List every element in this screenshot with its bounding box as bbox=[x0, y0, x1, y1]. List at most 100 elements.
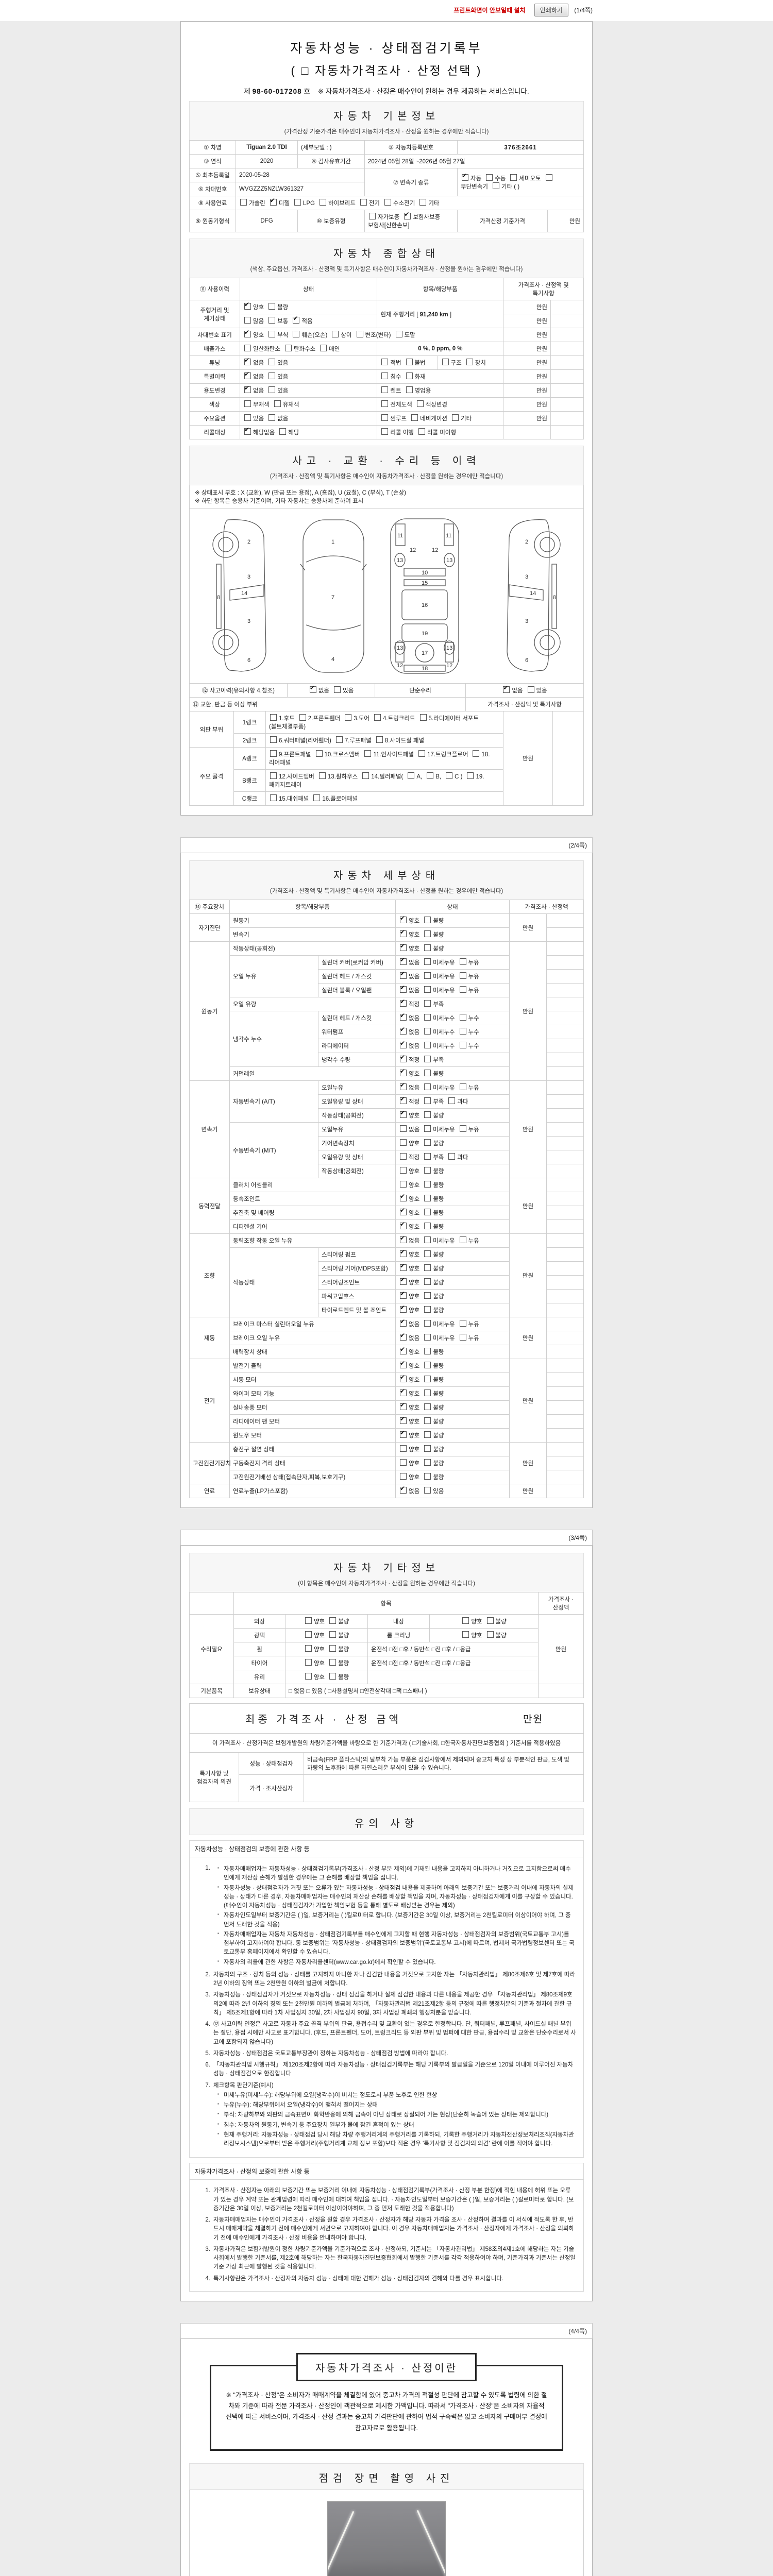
checkbox[interactable] bbox=[424, 1362, 431, 1368]
checkbox[interactable] bbox=[400, 1276, 407, 1285]
checkbox[interactable] bbox=[335, 736, 343, 743]
checkbox[interactable] bbox=[462, 1631, 469, 1638]
checkbox[interactable] bbox=[424, 1223, 431, 1229]
checkbox[interactable] bbox=[503, 684, 510, 693]
checkbox[interactable] bbox=[279, 428, 287, 435]
checkbox[interactable] bbox=[244, 370, 251, 379]
checkbox[interactable] bbox=[400, 1067, 407, 1076]
checkbox[interactable] bbox=[376, 736, 383, 743]
checkbox[interactable] bbox=[400, 1445, 407, 1452]
checkbox[interactable] bbox=[309, 684, 316, 693]
checkbox[interactable] bbox=[452, 414, 459, 421]
checkbox[interactable] bbox=[400, 1139, 407, 1146]
checkbox[interactable] bbox=[381, 386, 389, 393]
checkbox[interactable] bbox=[400, 1040, 407, 1048]
checkbox[interactable] bbox=[270, 197, 277, 206]
checkbox[interactable] bbox=[400, 1153, 407, 1160]
checkbox[interactable] bbox=[270, 772, 277, 779]
checkbox[interactable] bbox=[381, 428, 389, 435]
checkbox[interactable] bbox=[400, 1360, 407, 1368]
checkbox[interactable] bbox=[293, 331, 300, 337]
checkbox[interactable] bbox=[400, 1081, 407, 1090]
checkbox[interactable] bbox=[270, 714, 277, 721]
checkbox[interactable] bbox=[315, 750, 323, 757]
checkbox[interactable] bbox=[244, 384, 251, 393]
checkbox[interactable] bbox=[424, 1083, 431, 1090]
checkbox[interactable] bbox=[424, 1070, 431, 1076]
checkbox[interactable] bbox=[293, 315, 300, 324]
checkbox[interactable] bbox=[406, 372, 413, 379]
checkbox[interactable] bbox=[424, 1250, 431, 1257]
checkbox[interactable] bbox=[424, 1042, 431, 1048]
checkbox[interactable] bbox=[424, 1014, 431, 1021]
checkbox[interactable] bbox=[400, 956, 407, 965]
checkbox[interactable] bbox=[329, 1645, 336, 1652]
checkbox[interactable] bbox=[400, 1248, 407, 1257]
checkbox[interactable] bbox=[268, 317, 276, 324]
checkbox[interactable] bbox=[424, 1473, 431, 1480]
checkbox[interactable] bbox=[424, 1153, 431, 1160]
checkbox[interactable] bbox=[356, 331, 363, 337]
checkbox[interactable] bbox=[319, 199, 326, 206]
checkbox[interactable] bbox=[424, 1389, 431, 1396]
checkbox[interactable] bbox=[400, 1012, 407, 1021]
checkbox[interactable] bbox=[424, 1195, 431, 1201]
checkbox[interactable] bbox=[419, 714, 427, 721]
checkbox[interactable] bbox=[424, 1487, 431, 1494]
checkbox[interactable] bbox=[424, 1334, 431, 1341]
checkbox[interactable] bbox=[305, 1617, 312, 1624]
checkbox[interactable] bbox=[400, 942, 407, 951]
checkbox[interactable] bbox=[240, 199, 247, 206]
checkbox[interactable] bbox=[400, 1401, 407, 1410]
checkbox[interactable] bbox=[459, 1125, 466, 1132]
checkbox[interactable] bbox=[400, 1054, 407, 1062]
checkbox[interactable] bbox=[400, 1095, 407, 1104]
checkbox[interactable] bbox=[270, 750, 277, 757]
checkbox[interactable] bbox=[400, 1026, 407, 1035]
checkbox[interactable] bbox=[374, 714, 381, 721]
checkbox[interactable] bbox=[406, 359, 413, 365]
print-button[interactable]: 인쇄하기 bbox=[534, 4, 568, 16]
checkbox[interactable] bbox=[329, 1673, 336, 1680]
checkbox[interactable] bbox=[424, 1376, 431, 1382]
checkbox[interactable] bbox=[459, 1028, 466, 1035]
checkbox[interactable] bbox=[305, 1631, 312, 1638]
checkbox[interactable] bbox=[400, 1290, 407, 1299]
checkbox[interactable] bbox=[345, 714, 352, 721]
checkbox[interactable] bbox=[400, 1473, 407, 1480]
checkbox[interactable] bbox=[424, 972, 431, 979]
checkbox[interactable] bbox=[362, 772, 369, 779]
checkbox[interactable] bbox=[424, 1097, 431, 1104]
checkbox[interactable] bbox=[244, 345, 251, 351]
checkbox[interactable] bbox=[313, 794, 321, 801]
checkbox[interactable] bbox=[424, 1209, 431, 1215]
checkbox[interactable] bbox=[334, 686, 341, 693]
checkbox[interactable] bbox=[527, 686, 534, 693]
checkbox[interactable] bbox=[462, 1617, 469, 1624]
checkbox[interactable] bbox=[268, 386, 276, 393]
checkbox[interactable] bbox=[244, 301, 251, 310]
checkbox[interactable] bbox=[400, 914, 407, 923]
checkbox[interactable] bbox=[400, 1374, 407, 1382]
checkbox[interactable] bbox=[400, 1415, 407, 1424]
checkbox[interactable] bbox=[395, 331, 402, 337]
checkbox[interactable] bbox=[467, 772, 474, 779]
checkbox[interactable] bbox=[244, 426, 251, 435]
checkbox[interactable] bbox=[424, 986, 431, 993]
checkbox[interactable] bbox=[459, 1320, 466, 1327]
checkbox[interactable] bbox=[448, 1153, 456, 1160]
checkbox[interactable] bbox=[424, 958, 431, 965]
checkbox[interactable] bbox=[400, 1429, 407, 1438]
checkbox[interactable] bbox=[284, 345, 292, 351]
checkbox[interactable] bbox=[424, 1264, 431, 1271]
checkbox[interactable] bbox=[400, 1346, 407, 1354]
checkbox[interactable] bbox=[419, 199, 427, 206]
checkbox[interactable] bbox=[305, 1659, 312, 1666]
checkbox[interactable] bbox=[424, 1139, 431, 1146]
checkbox[interactable] bbox=[400, 1207, 407, 1215]
checkbox[interactable] bbox=[408, 772, 415, 779]
checkbox[interactable] bbox=[400, 1318, 407, 1327]
checkbox[interactable] bbox=[400, 998, 407, 1007]
checkbox[interactable] bbox=[424, 930, 431, 937]
checkbox[interactable] bbox=[448, 1097, 456, 1104]
